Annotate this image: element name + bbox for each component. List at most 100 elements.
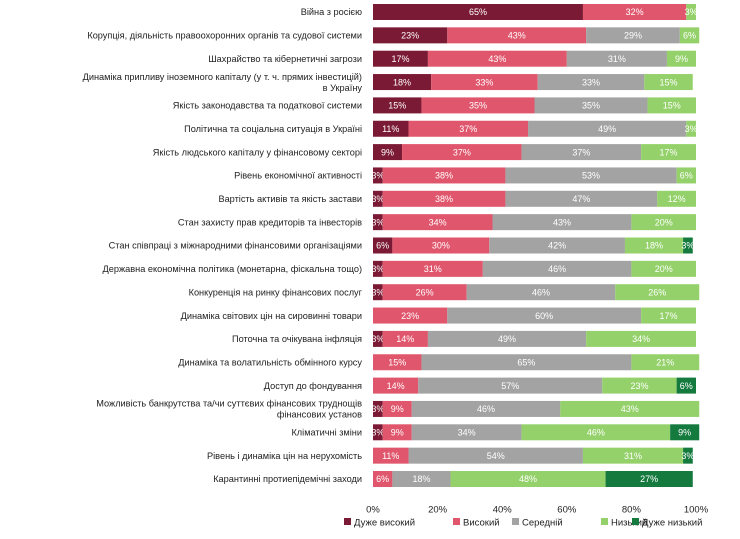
bar-segment (402, 144, 522, 161)
category-label: Динаміка припливу іноземного капіталу (у… (83, 72, 363, 93)
data-label: 3% (371, 287, 384, 297)
data-label: 12% (668, 194, 686, 204)
category-label: Державна економічна політика (монетарна,… (103, 264, 362, 274)
data-label: 38% (435, 171, 453, 181)
category-label: Динаміка та волатильність обмінного курс… (178, 357, 362, 367)
data-label: 48% (519, 474, 537, 484)
bar-segment (427, 330, 587, 347)
category-label: Поточна та очікувана інфляція (232, 334, 362, 344)
bar-segment (582, 447, 684, 464)
data-label: 3% (371, 264, 384, 274)
category-label: Рівень економічної активності (234, 171, 362, 181)
bar-segment (373, 97, 422, 114)
data-label: 3% (371, 334, 384, 344)
bar-segment (421, 354, 632, 371)
data-label: 11% (382, 451, 399, 461)
legend-label: Високий (463, 517, 500, 528)
bar-segment (373, 260, 383, 277)
data-label: 34% (458, 428, 476, 438)
data-label: 6% (376, 241, 389, 251)
category-label: Кліматичні зміни (291, 428, 362, 438)
bar-segment (631, 354, 700, 371)
data-label: 37% (459, 124, 477, 134)
data-label: 43% (488, 54, 506, 64)
bar-segment (382, 190, 506, 207)
data-label: 43% (508, 31, 526, 41)
data-label: 3% (681, 451, 694, 461)
bar-segment (492, 214, 632, 231)
category-label: Якість людського капіталу у фінансовому … (153, 147, 362, 157)
data-label: 9% (675, 54, 688, 64)
bar-segment (418, 377, 603, 394)
data-label: 65% (517, 357, 535, 367)
data-label: 3% (685, 124, 698, 134)
bar-segment (373, 50, 428, 67)
bar-segment (382, 214, 493, 231)
data-label: 54% (487, 451, 505, 461)
bar-segment (373, 330, 383, 347)
bar-segment (373, 214, 383, 231)
bar-segment (450, 471, 606, 487)
data-label: 20% (655, 264, 673, 274)
data-label: 23% (401, 311, 419, 321)
bar-segment (679, 27, 700, 44)
bar-segment (421, 97, 535, 114)
bar-segment (615, 284, 700, 301)
data-label: 65% (469, 7, 487, 17)
bar-segment (382, 330, 428, 347)
bar-segment (534, 97, 648, 114)
bar-segment (505, 167, 677, 184)
bar-segment (373, 284, 383, 301)
data-label: 15% (663, 101, 681, 111)
bar-segment (489, 237, 625, 254)
category-label: Стан захисту прав кредиторів та інвестор… (178, 217, 362, 227)
bar-segment (582, 4, 687, 20)
data-label: 31% (608, 54, 626, 64)
bar-segment (644, 74, 693, 91)
data-label: 23% (401, 31, 419, 41)
data-label: 37% (453, 147, 471, 157)
bar-segment (657, 190, 696, 207)
data-label: 30% (432, 241, 450, 251)
legend-label: Низький (611, 517, 647, 528)
bar-segment (602, 377, 677, 394)
bar-segment (560, 400, 700, 417)
category-label: Політична та соціальна ситуація в Україн… (184, 124, 362, 134)
bar-segment (382, 260, 483, 277)
data-label: 14% (387, 381, 405, 391)
bar-segment (411, 400, 561, 417)
bar-segment (373, 120, 409, 137)
bar-segment (392, 471, 451, 487)
bar-segment (586, 330, 696, 347)
category-label: Конкуренція на ринку фінансових послуг (189, 287, 363, 297)
category-label: Динаміка світових цін на сировинні товар… (181, 311, 362, 321)
bar-segment (528, 120, 687, 137)
data-label: 27% (640, 474, 658, 484)
data-label: 6% (376, 474, 389, 484)
category-label: Шахрайство та кібернетичні загрози (208, 54, 362, 64)
bar-segment (392, 237, 490, 254)
data-label: 31% (624, 451, 642, 461)
bar-segment (686, 4, 696, 20)
data-label: 6% (680, 381, 693, 391)
data-label: 3% (371, 194, 384, 204)
bar-segment (373, 74, 432, 91)
legend-swatch (601, 518, 608, 525)
data-label: 34% (632, 334, 650, 344)
category-label: Доступ до фондування (264, 381, 362, 391)
data-label: 18% (393, 77, 411, 87)
category-label: Корупція, діяльність правоохоронних орга… (87, 31, 362, 41)
data-label: 43% (553, 217, 571, 227)
bar-segment (631, 260, 696, 277)
bar-segment (373, 167, 383, 184)
data-label: 32% (626, 7, 644, 17)
data-label: 46% (548, 264, 566, 274)
data-label: 21% (656, 357, 674, 367)
data-label: 11% (382, 124, 399, 134)
legend-swatch (344, 518, 351, 525)
bar-segment (586, 27, 680, 44)
x-tick-label: 40% (493, 504, 513, 515)
data-label: 14% (396, 334, 414, 344)
bar-segment (373, 190, 383, 207)
bar-segment (373, 4, 583, 20)
